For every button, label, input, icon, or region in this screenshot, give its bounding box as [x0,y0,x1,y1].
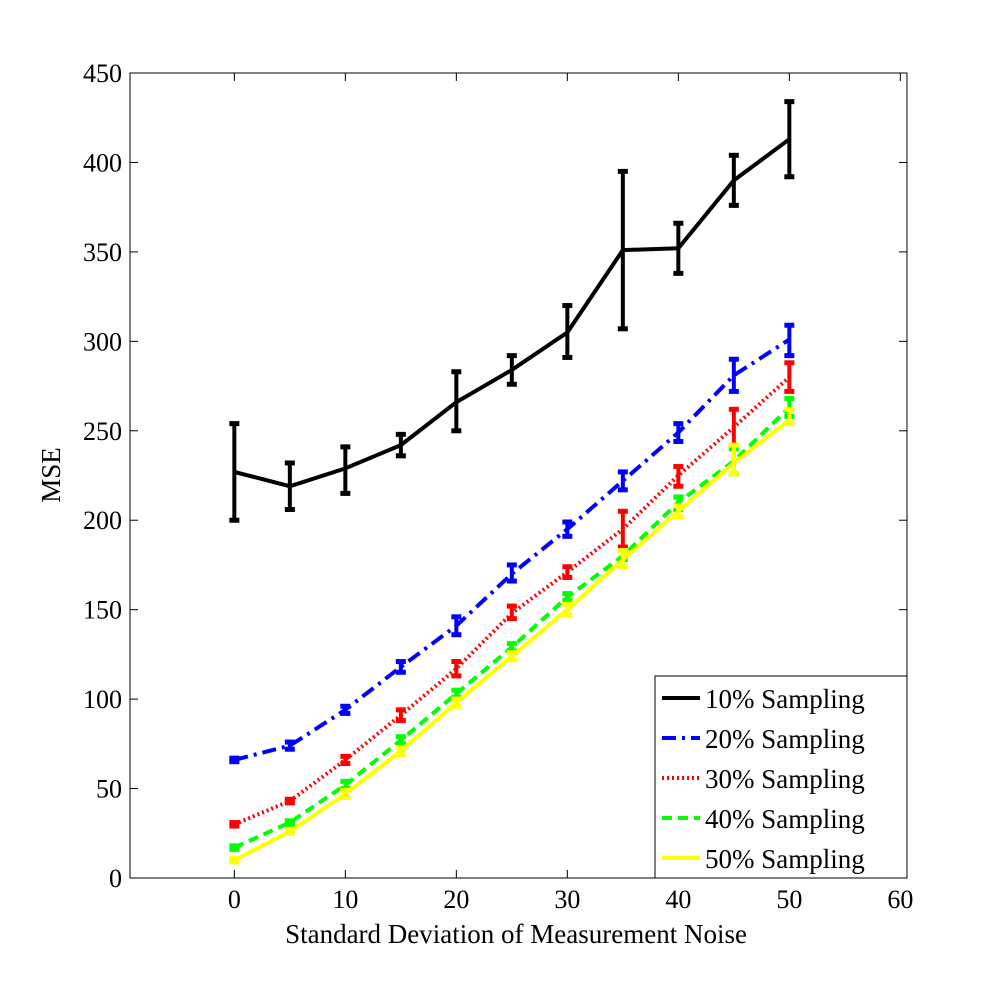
y-tick-label: 50 [96,775,122,804]
y-axis-label: MSE [36,447,66,503]
x-tick-label: 60 [887,885,913,914]
y-tick-label: 300 [83,327,122,356]
x-tick-label: 10 [332,885,358,914]
legend-label: 30% Sampling [705,764,865,794]
y-tick-label: 0 [109,864,122,893]
x-tick-label: 0 [228,885,241,914]
series-5 [229,406,795,865]
legend-label: 50% Sampling [705,844,865,874]
y-tick-label: 150 [83,596,122,625]
y-tick-label: 450 [83,59,122,88]
legend: 10% Sampling 20% Sampling 30% Sampling 40% … [654,675,908,879]
y-tick-label: 200 [83,506,122,535]
x-tick-label: 30 [554,885,580,914]
plot-frame [129,72,908,879]
y-tick-label: 100 [83,685,122,714]
y-tick-label: 400 [83,148,122,177]
series-1 [229,99,795,523]
series-line [233,406,791,850]
y-tick-label: 250 [83,417,122,446]
legend-label: 20% Sampling [705,724,865,754]
series-line [233,375,791,827]
series-line [233,137,791,489]
y-tick-label: 350 [83,238,122,267]
legend-label: 10% Sampling [705,684,865,714]
x-tick-label: 50 [776,885,802,914]
series-line [233,418,791,862]
x-tick-label: 40 [665,885,691,914]
x-axis-label: Standard Deviation of Measurement Noise [285,919,747,949]
x-tick-label: 20 [443,885,469,914]
series-line [233,337,791,762]
legend-label: 40% Sampling [705,804,865,834]
series-2 [229,322,795,765]
